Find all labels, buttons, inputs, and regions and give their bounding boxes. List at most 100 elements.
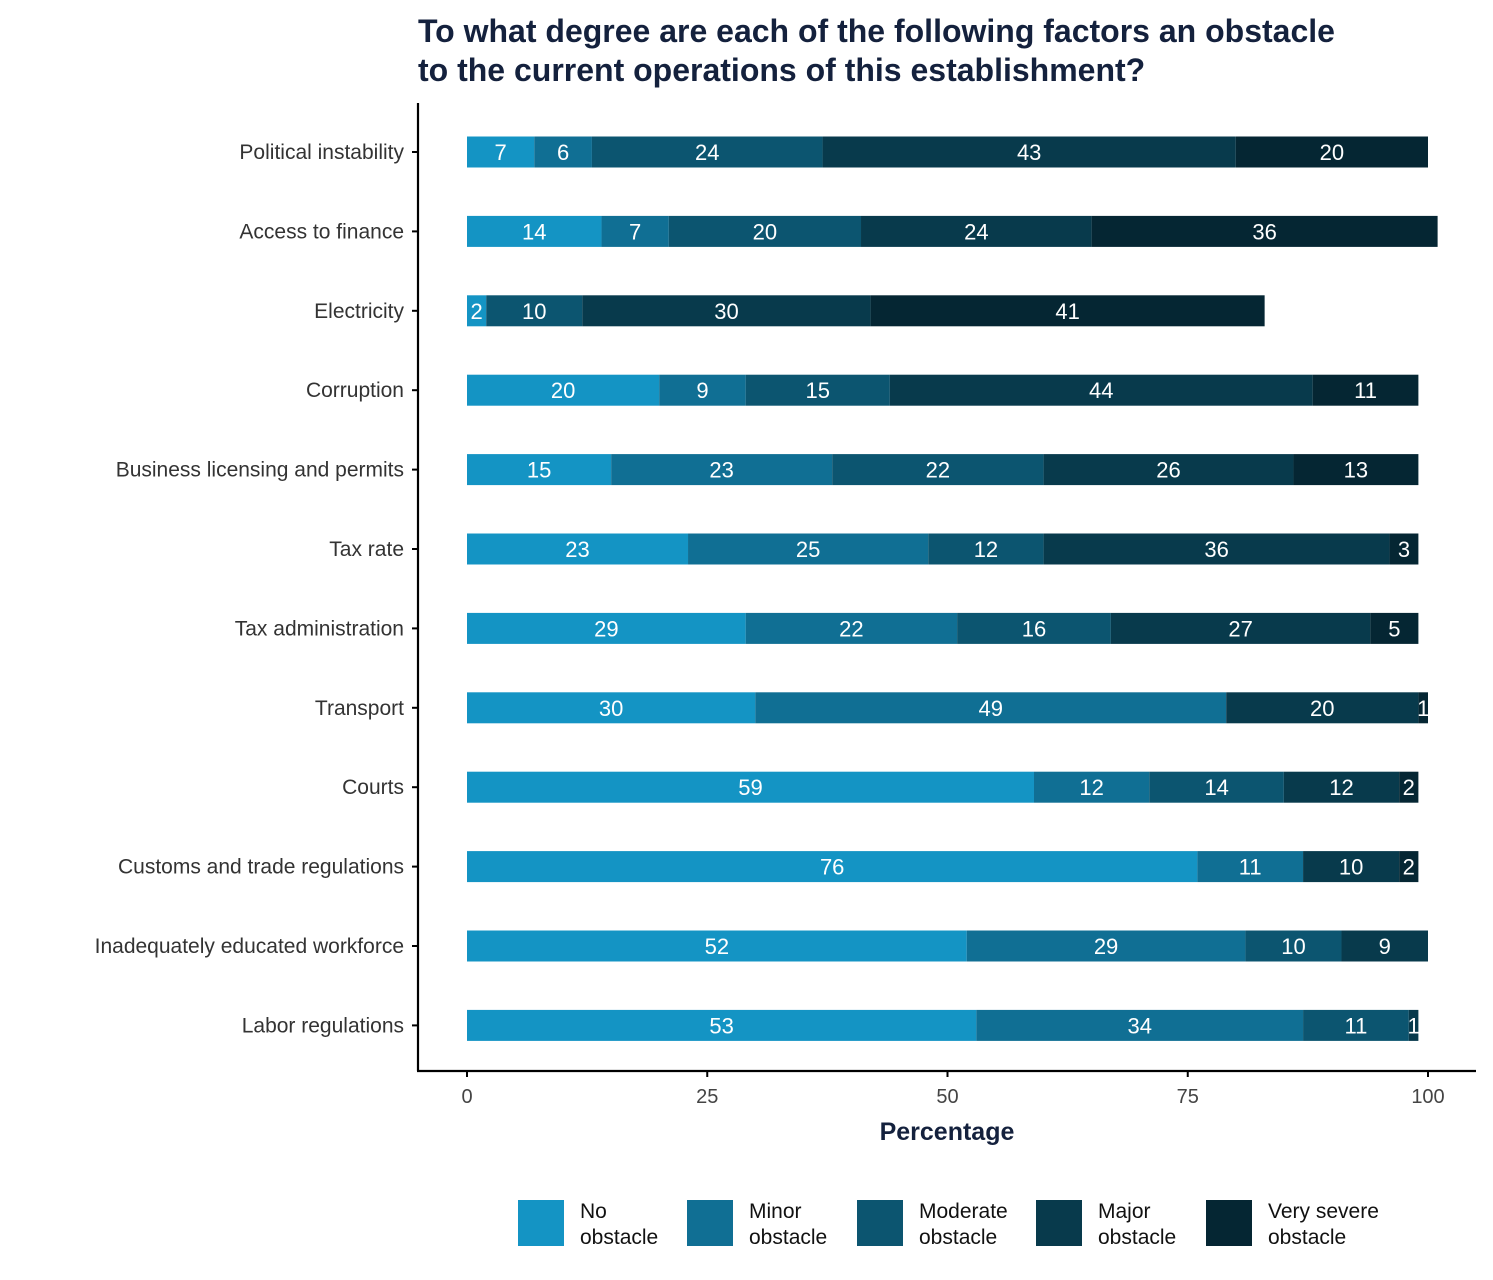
bar-segment [1283, 771, 1400, 803]
category-label: Tax rate [329, 538, 404, 561]
bar-value-label: 29 [594, 616, 618, 641]
bar-segment [1043, 454, 1294, 486]
bar-segment [582, 295, 871, 327]
bar-segment [1408, 1009, 1419, 1041]
category-label: Electricity [314, 300, 404, 323]
bar-segment [534, 136, 592, 168]
bar-value-label: 5 [1388, 616, 1400, 641]
bar-value-label: 41 [1055, 299, 1079, 324]
legend-label: obstacle [580, 1226, 658, 1249]
category-label: Business licensing and permits [116, 459, 404, 482]
x-axis-title: Percentage [880, 1118, 1015, 1146]
chart-title-line-2: to the current operations of this establ… [418, 52, 1145, 88]
bar-value-label: 24 [964, 219, 988, 244]
bar-value-label: 22 [926, 458, 950, 483]
bar-value-label: 24 [695, 140, 719, 165]
bar-value-label: 11 [1345, 1013, 1368, 1038]
bar-value-label: 2 [1403, 775, 1415, 800]
bar-segment [467, 851, 1198, 883]
bar-value-label: 2 [470, 299, 482, 324]
bar-value-label: 27 [1228, 616, 1252, 641]
bar-value-label: 49 [979, 696, 1003, 721]
bar-value-label: 15 [527, 458, 551, 483]
bar-value-label: 2 [1403, 855, 1415, 880]
legend-label: Major [1098, 1200, 1151, 1223]
bar-segment [1370, 612, 1419, 644]
bar-segment [1091, 215, 1438, 247]
legend-label: No [580, 1200, 607, 1223]
bar-segment [611, 454, 833, 486]
bar-segment [1341, 930, 1428, 962]
legend-label: obstacle [749, 1226, 827, 1249]
category-label: Transport [315, 697, 404, 720]
bar-value-label: 20 [1310, 696, 1334, 721]
bar-segment [659, 374, 746, 406]
bar-segment [601, 215, 669, 247]
bar-segment [957, 612, 1111, 644]
bar-segment [591, 136, 823, 168]
bar-segment [1235, 136, 1428, 168]
category-label: Courts [342, 776, 404, 799]
bar-value-label: 52 [705, 934, 729, 959]
bar-segment [467, 136, 535, 168]
bar-value-label: 10 [1281, 934, 1305, 959]
bar-value-label: 53 [709, 1013, 733, 1038]
bar-segment [1389, 533, 1419, 565]
bar-segment [755, 692, 1227, 724]
bar-segment [1303, 1009, 1409, 1041]
bar-value-label: 15 [806, 378, 830, 403]
bar-value-label: 20 [753, 219, 777, 244]
legend-swatch [1036, 1200, 1082, 1246]
bar-segment [467, 692, 756, 724]
bar-segment [486, 295, 583, 327]
bar-value-label: 12 [974, 537, 998, 562]
bar-segment [966, 930, 1246, 962]
legend-label: obstacle [1098, 1226, 1176, 1249]
bar-value-label: 44 [1089, 378, 1113, 403]
bar-value-label: 22 [839, 616, 863, 641]
bar-segment [1399, 771, 1419, 803]
bar-segment [861, 215, 1092, 247]
bar-segment [1043, 533, 1390, 565]
legend-swatch [687, 1200, 733, 1246]
x-axis-ticks: 0 25 50 75 100 [461, 1071, 1445, 1108]
category-label: Customs and trade regulations [118, 856, 404, 879]
bar-value-label: 30 [599, 696, 623, 721]
bar-value-label: 43 [1017, 140, 1041, 165]
legend-swatch [518, 1200, 564, 1246]
bar-value-label: 11 [1354, 378, 1377, 403]
bar-value-label: 7 [495, 140, 507, 165]
legend: No obstacle Minor obstacle Moderate obstacle M… [518, 1200, 1379, 1249]
bar-value-label: 10 [1339, 855, 1363, 880]
bar-segment [976, 1009, 1304, 1041]
bar-value-label: 12 [1079, 775, 1103, 800]
bar-segment [467, 454, 612, 486]
x-tick-label: 100 [1411, 1086, 1444, 1108]
bar-segment [467, 930, 967, 962]
bar-value-label: 10 [522, 299, 546, 324]
bar-value-label: 13 [1344, 458, 1368, 483]
legend-label: Moderate [919, 1200, 1008, 1223]
category-label: Corruption [306, 379, 404, 402]
bar-segment [1226, 692, 1419, 724]
bar-value-label: 30 [714, 299, 738, 324]
bar-value-label: 23 [565, 537, 589, 562]
bar-value-label: 14 [1204, 775, 1228, 800]
bar-segment [889, 374, 1313, 406]
bar-value-label: 20 [1320, 140, 1344, 165]
category-label: Tax administration [235, 617, 404, 640]
bar-value-label: 12 [1329, 775, 1353, 800]
bar-value-label: 6 [557, 140, 569, 165]
bar-segment [832, 454, 1044, 486]
bar-segment [467, 215, 602, 247]
bar-value-label: 23 [709, 458, 733, 483]
bar-segment [1245, 930, 1342, 962]
bar-value-label: 25 [796, 537, 820, 562]
bar-segment [1197, 851, 1304, 883]
x-tick-label: 75 [1177, 1086, 1199, 1108]
legend-label: Very severe [1268, 1200, 1379, 1223]
chart-title-line-1: To what degree are each of the following… [418, 13, 1335, 49]
bar-value-label: 76 [820, 855, 844, 880]
bar-segment [467, 612, 746, 644]
